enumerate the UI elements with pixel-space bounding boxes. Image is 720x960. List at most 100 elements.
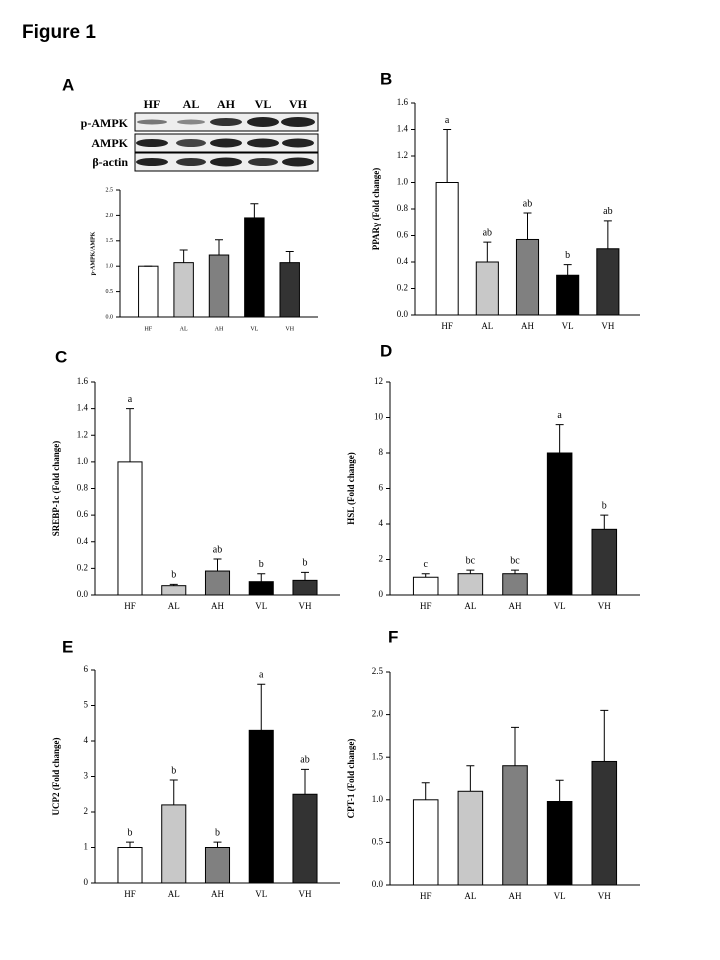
x-tick-label: VL xyxy=(554,891,566,901)
y-tick-label: 1.0 xyxy=(397,177,409,187)
significance-label: bc xyxy=(466,555,476,566)
lane-label: AL xyxy=(183,97,200,111)
y-tick-label: 10 xyxy=(374,412,384,422)
error-bar xyxy=(301,571,309,581)
y-tick-label: 0.0 xyxy=(372,879,384,889)
y-tick-label: 1 xyxy=(84,842,89,852)
bar xyxy=(292,793,318,884)
x-tick-label: AL xyxy=(481,321,493,331)
significance-label: ab xyxy=(300,755,309,766)
y-tick-label: 0.0 xyxy=(77,589,89,599)
error-bar xyxy=(169,779,178,805)
bar xyxy=(546,801,573,886)
y-tick-label: 2.0 xyxy=(106,213,114,219)
x-tick-label: VH xyxy=(299,889,312,899)
x-tick-label: HF xyxy=(124,889,136,899)
bar xyxy=(546,452,573,596)
error-bar xyxy=(301,768,309,795)
x-tick-label: AL xyxy=(180,326,188,332)
x-tick-label: AH xyxy=(521,321,534,331)
y-tick-label: 1.2 xyxy=(77,429,88,439)
x-tick-label: VH xyxy=(601,321,614,331)
bar xyxy=(244,217,265,318)
significance-label: ab xyxy=(213,544,222,555)
y-tick-label: 1.6 xyxy=(77,376,89,386)
y-tick-label: 0.4 xyxy=(397,256,409,266)
error-bar xyxy=(421,573,430,578)
bar xyxy=(502,765,528,886)
bar xyxy=(457,790,484,886)
significance-label: a xyxy=(128,394,133,405)
y-axis-label: UCP2 (Fold change) xyxy=(51,738,61,816)
bar xyxy=(208,254,230,318)
significance-label: ab xyxy=(523,198,532,209)
y-tick-label: 0 xyxy=(84,877,89,887)
blot-bands xyxy=(136,117,315,167)
x-tick-label: VL xyxy=(250,326,258,332)
error-bar xyxy=(563,264,572,276)
lane-label: AH xyxy=(217,97,236,111)
error-bar xyxy=(511,726,519,766)
significance-label: a xyxy=(259,669,264,680)
x-tick-label: AL xyxy=(168,601,180,611)
significance-label: ab xyxy=(603,206,612,217)
x-tick-label: HF xyxy=(144,326,152,332)
error-bar xyxy=(555,779,564,802)
error-bar xyxy=(466,569,475,574)
significance-label: b xyxy=(303,558,308,569)
error-bar xyxy=(126,408,134,462)
panel-letter: F xyxy=(388,627,398,646)
significance-label: b xyxy=(602,500,607,511)
x-tick-label: VL xyxy=(554,601,566,611)
x-tick-label: AL xyxy=(464,601,476,611)
y-axis-label: PPARγ (Fold change) xyxy=(371,168,381,251)
bar xyxy=(591,760,618,886)
x-tick-label: VH xyxy=(598,891,611,901)
panel-letter: B xyxy=(380,69,392,88)
y-axis-label: p-AMPK/AMPK xyxy=(90,231,96,275)
y-tick-label: 2.5 xyxy=(106,187,114,193)
error-bar xyxy=(257,683,266,731)
y-tick-label: 2 xyxy=(84,806,89,816)
y-tick-label: 1.0 xyxy=(106,264,114,270)
bar xyxy=(435,182,459,316)
bar xyxy=(248,729,274,884)
lane-label: HF xyxy=(144,97,161,111)
y-tick-label: 2.5 xyxy=(372,666,384,676)
y-tick-label: 0.5 xyxy=(372,836,384,846)
y-tick-label: 1.5 xyxy=(106,238,114,244)
bar xyxy=(204,847,231,884)
y-tick-label: 6 xyxy=(84,664,89,674)
y-axis-label: SREBP-1c (Fold change) xyxy=(51,441,61,537)
error-bar xyxy=(213,841,222,848)
bar xyxy=(515,238,540,316)
y-tick-label: 1.4 xyxy=(397,124,409,134)
x-tick-label: VH xyxy=(285,326,294,332)
y-tick-label: 0.0 xyxy=(106,314,114,320)
bar xyxy=(412,799,439,886)
y-tick-label: 4 xyxy=(84,735,89,745)
significance-label: b xyxy=(171,765,176,776)
error-bar xyxy=(250,203,259,218)
x-tick-label: AL xyxy=(168,889,180,899)
error-bar xyxy=(257,573,266,582)
significance-label: ab xyxy=(483,227,492,238)
bar xyxy=(475,261,499,316)
error-bar xyxy=(169,583,178,586)
western-blot: HF AL AH VL VH p-AMPK AMPK β-actin xyxy=(81,97,319,172)
y-tick-label: 1.2 xyxy=(397,150,408,160)
panel-letter: C xyxy=(55,347,67,366)
panel-letter: D xyxy=(380,341,392,360)
bar xyxy=(292,579,318,596)
y-tick-label: 0.8 xyxy=(397,203,409,213)
bar xyxy=(556,274,580,316)
significance-label: b xyxy=(171,570,176,581)
error-bar xyxy=(600,514,609,530)
y-axis-label: CPT-1 (Fold change) xyxy=(346,739,356,819)
x-tick-label: VL xyxy=(562,321,574,331)
y-tick-label: 0.2 xyxy=(397,283,408,293)
error-bar xyxy=(126,841,134,848)
x-tick-label: HF xyxy=(420,601,432,611)
y-tick-label: 8 xyxy=(379,447,384,457)
